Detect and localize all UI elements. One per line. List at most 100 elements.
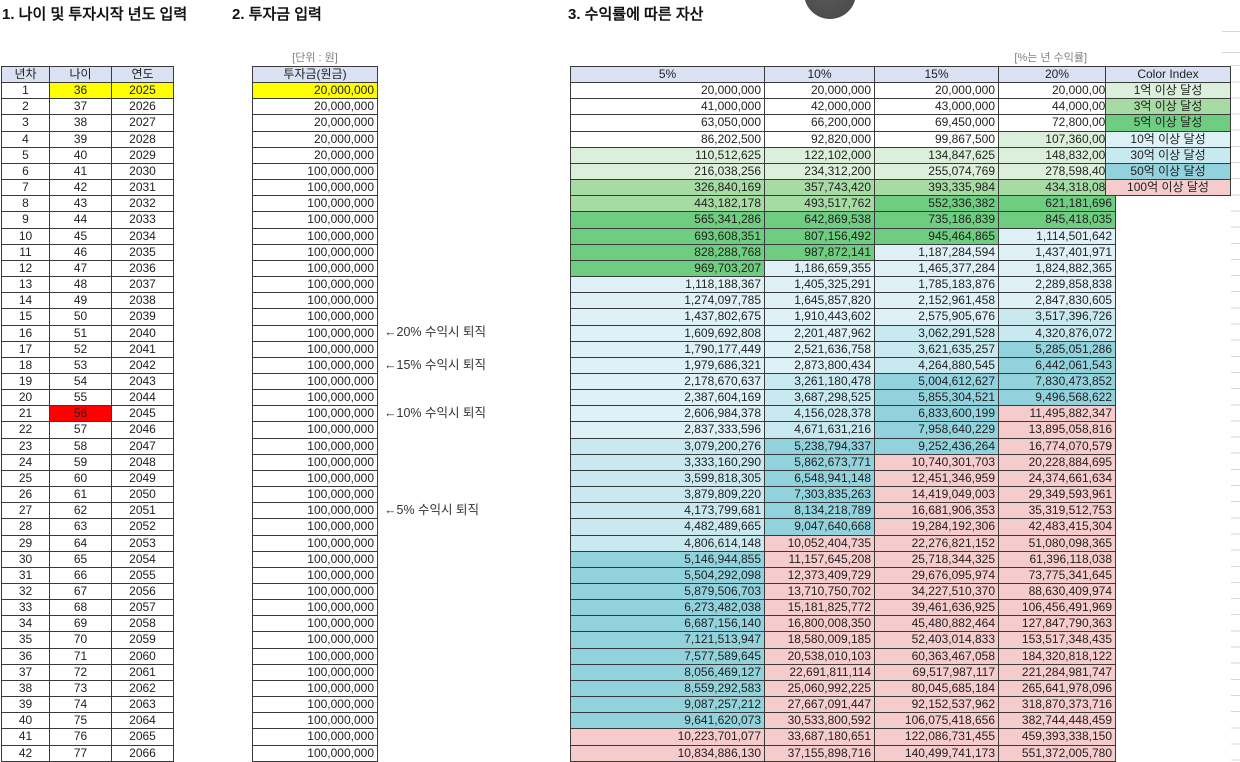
asset-value-cell[interactable]: 4,156,028,378 (764, 405, 875, 423)
asset-value-cell[interactable]: 7,830,473,852 (998, 372, 1116, 391)
asset-value-cell[interactable]: 45,480,882,464 (874, 615, 999, 633)
yearnum-cell[interactable]: 7 (1, 179, 50, 197)
asset-value-cell[interactable]: 11,157,645,208 (764, 550, 875, 568)
year-cell[interactable]: 2035 (111, 243, 174, 261)
yearnum-cell[interactable]: 20 (1, 389, 50, 407)
age-cell[interactable]: 38 (49, 114, 112, 132)
invest-cell[interactable]: 100,000,000 (252, 744, 378, 762)
asset-value-cell[interactable]: 1,118,188,367 (570, 276, 765, 294)
asset-value-cell[interactable]: 1,645,857,820 (764, 292, 875, 310)
asset-value-cell[interactable]: 1,785,183,876 (874, 276, 999, 294)
asset-value-cell[interactable]: 69,450,000 (874, 114, 999, 132)
asset-value-cell[interactable]: 41,000,000 (570, 98, 765, 116)
asset-value-cell[interactable]: 987,872,141 (764, 243, 875, 261)
year-cell[interactable]: 2039 (111, 308, 174, 326)
asset-value-cell[interactable]: 27,667,091,447 (764, 696, 875, 714)
asset-value-cell[interactable]: 148,832,000 (998, 146, 1116, 164)
asset-value-cell[interactable]: 24,374,661,634 (998, 469, 1116, 488)
yearnum-cell[interactable]: 4 (1, 130, 50, 148)
asset-value-cell[interactable]: 106,456,491,969 (998, 599, 1116, 617)
age-cell[interactable]: 58 (49, 437, 112, 455)
asset-value-cell[interactable]: 393,335,984 (874, 179, 999, 197)
asset-value-cell[interactable]: 2,178,670,637 (570, 372, 765, 391)
asset-value-cell[interactable]: 33,687,180,651 (764, 728, 875, 746)
asset-value-cell[interactable]: 7,303,835,263 (764, 486, 875, 504)
asset-value-cell[interactable]: 42,000,000 (764, 98, 875, 116)
age-cell[interactable]: 48 (49, 276, 112, 294)
asset-value-cell[interactable]: 1,824,882,365 (998, 259, 1116, 278)
year-cell[interactable]: 2061 (111, 663, 174, 681)
color-index-header[interactable]: Color Index (1105, 65, 1231, 84)
asset-value-cell[interactable]: 127,847,790,363 (998, 615, 1116, 633)
year-cell[interactable]: 2059 (111, 631, 174, 649)
asset-value-cell[interactable]: 1,187,284,594 (874, 243, 999, 261)
year-cell[interactable]: 2046 (111, 421, 174, 439)
year-cell[interactable]: 2041 (111, 340, 174, 358)
yearnum-cell[interactable]: 5 (1, 146, 50, 164)
yearnum-cell[interactable]: 12 (1, 259, 50, 278)
asset-value-cell[interactable]: 122,086,731,455 (874, 728, 999, 746)
age-cell[interactable]: 43 (49, 195, 112, 213)
invest-cell[interactable]: 100,000,000 (252, 599, 378, 617)
asset-value-cell[interactable]: 5,238,794,337 (764, 437, 875, 455)
asset-value-cell[interactable]: 184,320,818,122 (998, 647, 1116, 665)
color-index-item[interactable]: 100억 이상 달성 (1105, 179, 1231, 197)
asset-value-cell[interactable]: 92,820,000 (764, 130, 875, 148)
asset-value-cell[interactable]: 29,676,095,974 (874, 566, 999, 585)
invest-header[interactable]: 투자금(원금) (252, 65, 378, 84)
asset-value-cell[interactable]: 39,461,636,925 (874, 599, 999, 617)
yearnum-cell[interactable]: 11 (1, 243, 50, 261)
asset-value-cell[interactable]: 7,121,513,947 (570, 631, 765, 649)
asset-value-cell[interactable]: 69,517,987,117 (874, 663, 999, 681)
asset-value-cell[interactable]: 12,451,346,959 (874, 469, 999, 488)
yearnum-cell[interactable]: 35 (1, 631, 50, 649)
age-cell[interactable]: 60 (49, 469, 112, 488)
asset-value-cell[interactable]: 945,464,865 (874, 227, 999, 245)
rate-header-20pct[interactable]: 20% (998, 65, 1116, 84)
asset-value-cell[interactable]: 16,800,008,350 (764, 615, 875, 633)
invest-cell[interactable]: 100,000,000 (252, 276, 378, 294)
invest-cell[interactable]: 100,000,000 (252, 356, 378, 374)
asset-value-cell[interactable]: 106,075,418,656 (874, 712, 999, 730)
asset-value-cell[interactable]: 845,418,035 (998, 211, 1116, 229)
asset-value-cell[interactable]: 10,223,701,077 (570, 728, 765, 746)
yearnum-cell[interactable]: 39 (1, 696, 50, 714)
asset-value-cell[interactable]: 34,227,510,370 (874, 582, 999, 601)
asset-value-cell[interactable]: 443,182,178 (570, 195, 765, 213)
asset-value-cell[interactable]: 2,847,830,605 (998, 292, 1116, 310)
invest-cell[interactable]: 100,000,000 (252, 389, 378, 407)
age-cell[interactable]: 52 (49, 340, 112, 358)
year-cell[interactable]: 2040 (111, 324, 174, 342)
age-cell[interactable]: 42 (49, 179, 112, 197)
asset-value-cell[interactable]: 20,000,000 (570, 82, 765, 100)
asset-value-cell[interactable]: 4,671,631,216 (764, 421, 875, 439)
asset-value-cell[interactable]: 16,774,070,579 (998, 437, 1116, 455)
asset-value-cell[interactable]: 4,806,614,148 (570, 534, 765, 552)
yearnum-cell[interactable]: 9 (1, 211, 50, 229)
asset-value-cell[interactable]: 318,870,373,716 (998, 696, 1116, 714)
asset-value-cell[interactable]: 5,862,673,771 (764, 453, 875, 471)
age-cell[interactable]: 46 (49, 243, 112, 261)
asset-value-cell[interactable]: 86,202,500 (570, 130, 765, 148)
yearnum-cell[interactable]: 21 (1, 405, 50, 423)
asset-value-cell[interactable]: 382,744,448,459 (998, 712, 1116, 730)
asset-value-cell[interactable]: 29,349,593,961 (998, 486, 1116, 504)
asset-value-cell[interactable]: 5,146,944,855 (570, 550, 765, 568)
asset-value-cell[interactable]: 14,419,049,003 (874, 486, 999, 504)
asset-value-cell[interactable]: 5,504,292,098 (570, 566, 765, 585)
year-cell[interactable]: 2064 (111, 712, 174, 730)
asset-value-cell[interactable]: 2,873,800,434 (764, 356, 875, 374)
asset-value-cell[interactable]: 110,512,625 (570, 146, 765, 164)
year-cell[interactable]: 2066 (111, 744, 174, 762)
asset-value-cell[interactable]: 43,000,000 (874, 98, 999, 116)
age-cell[interactable]: 71 (49, 647, 112, 665)
asset-value-cell[interactable]: 969,703,207 (570, 259, 765, 278)
asset-value-cell[interactable]: 15,181,825,772 (764, 599, 875, 617)
asset-value-cell[interactable]: 3,599,818,305 (570, 469, 765, 488)
year-cell[interactable]: 2026 (111, 98, 174, 116)
asset-value-cell[interactable]: 828,288,768 (570, 243, 765, 261)
age-cell[interactable]: 50 (49, 308, 112, 326)
invest-cell[interactable]: 100,000,000 (252, 259, 378, 278)
asset-value-cell[interactable]: 2,289,858,838 (998, 276, 1116, 294)
asset-value-cell[interactable]: 4,320,876,072 (998, 324, 1116, 342)
